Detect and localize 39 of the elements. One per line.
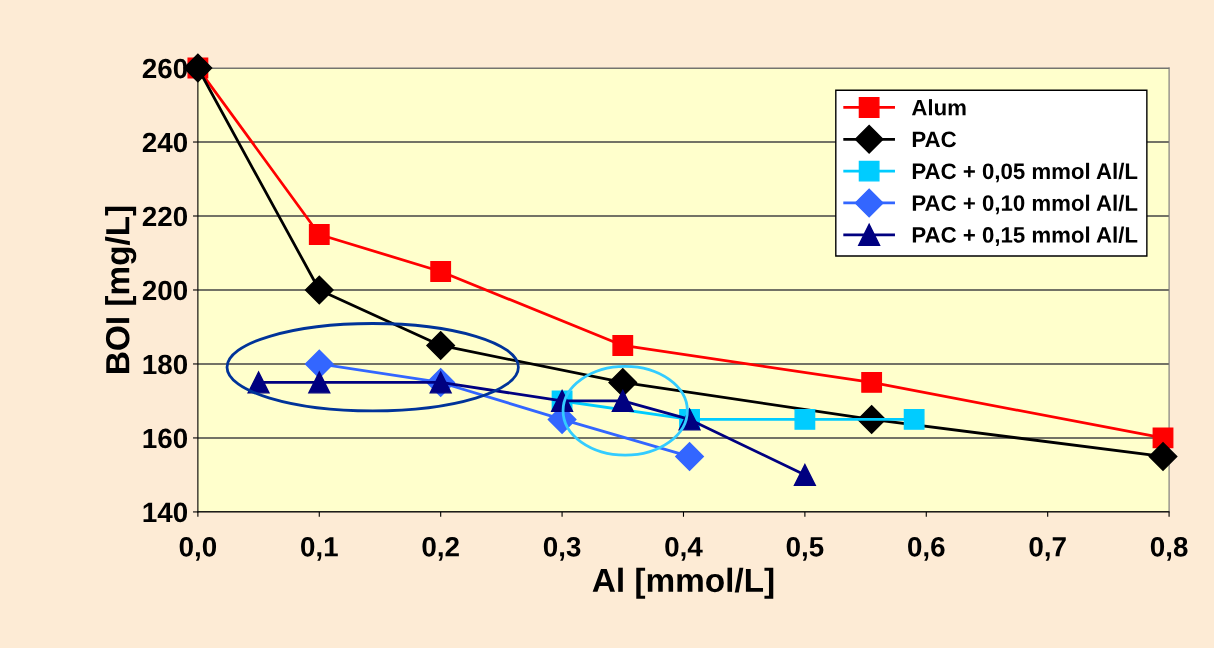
point bbox=[608, 368, 638, 397]
point bbox=[793, 463, 816, 487]
x-tick-label: 0,1 bbox=[301, 536, 338, 561]
x-axis-title: Al [mmol/L] bbox=[592, 567, 774, 599]
point bbox=[304, 275, 334, 305]
point bbox=[1148, 441, 1178, 471]
x-tick-label: 0,0 bbox=[179, 536, 217, 561]
point bbox=[861, 372, 883, 393]
y-tick-label: 140 bbox=[143, 502, 188, 523]
point bbox=[794, 409, 816, 430]
x-tick-label: 0,7 bbox=[1029, 536, 1066, 561]
x-tick-label: 0,4 bbox=[665, 536, 703, 561]
point bbox=[611, 389, 634, 413]
point bbox=[430, 261, 452, 282]
x-tick-label: 0,6 bbox=[908, 536, 945, 561]
point bbox=[612, 335, 634, 356]
y-axis-title: BOI [mg/L] bbox=[105, 206, 137, 373]
point bbox=[304, 349, 334, 379]
legend-label: PAC + 0,15 mmol Al/L bbox=[912, 226, 1138, 246]
point bbox=[308, 371, 331, 394]
x-tick-label: 0,3 bbox=[543, 536, 581, 561]
y-tick-label: 240 bbox=[142, 132, 188, 153]
x-tick-label: 0,8 bbox=[1150, 536, 1188, 561]
point bbox=[247, 371, 270, 394]
legend-label: Alum bbox=[911, 99, 966, 116]
point bbox=[426, 331, 456, 360]
point bbox=[308, 224, 330, 245]
y-tick-label: 180 bbox=[143, 354, 188, 375]
point bbox=[675, 441, 704, 471]
legend-label: PAC + 0,10 mmol Al/L bbox=[912, 194, 1138, 215]
y-tick-label: 200 bbox=[142, 280, 188, 301]
y-tick-label: 220 bbox=[142, 206, 188, 227]
x-tick-label: 0,2 bbox=[422, 536, 459, 561]
legend-label: PAC + 0,05 mmol Al/L bbox=[912, 162, 1138, 183]
point bbox=[903, 409, 925, 430]
x-tick-label: 0,5 bbox=[786, 536, 824, 561]
legend-label: PAC bbox=[912, 131, 957, 148]
y-tick-label: 160 bbox=[143, 428, 188, 449]
y-tick-label: 260 bbox=[142, 58, 188, 79]
